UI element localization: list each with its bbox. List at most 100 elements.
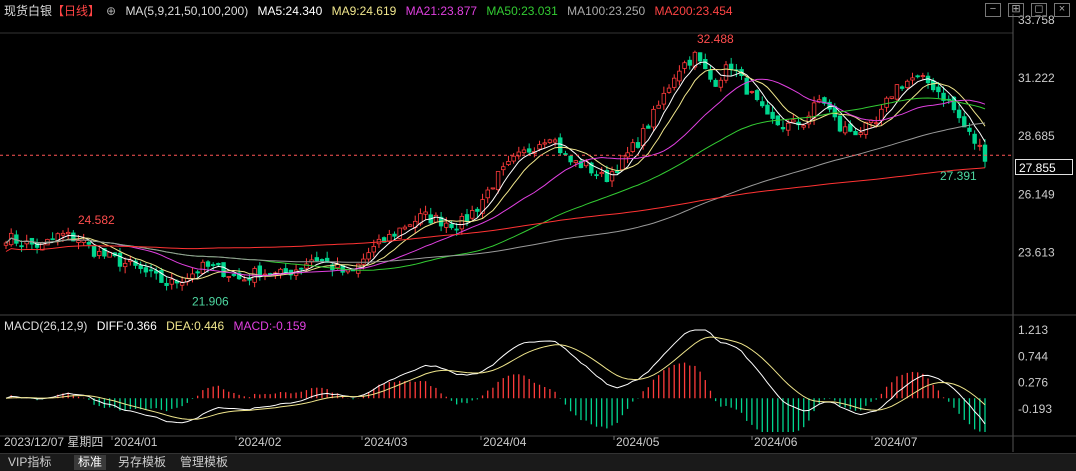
ma100-line bbox=[5, 122, 986, 263]
candle-body bbox=[697, 52, 703, 62]
ma9-value: MA9:24.619 bbox=[331, 4, 397, 18]
restore-icon[interactable]: ◻ bbox=[1031, 3, 1047, 17]
gear-icon[interactable]: ⊕ bbox=[106, 4, 117, 18]
candle-body bbox=[97, 250, 102, 256]
candle-body bbox=[547, 139, 553, 143]
candle-body bbox=[459, 215, 465, 230]
minus-icon[interactable]: − bbox=[985, 3, 1001, 17]
candle-body bbox=[692, 51, 698, 68]
candle-body bbox=[449, 223, 454, 229]
candle-body bbox=[620, 155, 625, 171]
candle-body bbox=[154, 270, 159, 274]
candle-body bbox=[615, 170, 620, 173]
candle-body bbox=[780, 127, 786, 130]
candle-body bbox=[842, 126, 848, 134]
tab-standard[interactable]: 标准 bbox=[74, 455, 107, 470]
macd-tick-0: 1.213 bbox=[1018, 323, 1048, 337]
candle-body bbox=[967, 127, 972, 132]
annotation-low-1: 21.906 bbox=[192, 295, 229, 309]
candle-body bbox=[304, 263, 309, 269]
candle-body bbox=[956, 109, 962, 119]
candle-body bbox=[423, 211, 428, 215]
candle-body bbox=[822, 97, 827, 104]
macd-params: MACD(26,12,9) bbox=[4, 319, 88, 333]
candle-body bbox=[319, 259, 325, 262]
annotation-high-0: 24.582 bbox=[78, 213, 115, 227]
candle-body bbox=[884, 97, 889, 108]
tab-manage-template[interactable]: 管理模板 bbox=[180, 455, 229, 469]
candle-body bbox=[770, 111, 775, 119]
annotation-low-3: 27.391 bbox=[940, 169, 977, 183]
candle-body bbox=[656, 104, 661, 109]
candle-body bbox=[407, 224, 413, 227]
candle-body bbox=[205, 261, 211, 267]
candle-body bbox=[392, 233, 397, 237]
ma50-value: MA50:23.031 bbox=[486, 4, 558, 18]
candle-body bbox=[785, 122, 791, 131]
candle-body bbox=[102, 248, 107, 257]
candle-body bbox=[879, 108, 884, 121]
candle-body bbox=[646, 125, 651, 129]
candle-body bbox=[604, 169, 610, 183]
ma200-line bbox=[5, 167, 986, 252]
candle-body bbox=[242, 279, 247, 282]
candle-body bbox=[299, 267, 304, 270]
candle-body bbox=[221, 262, 226, 278]
candle-body bbox=[589, 162, 594, 174]
candle-body bbox=[210, 264, 216, 266]
candle-body bbox=[19, 245, 24, 248]
candle-body bbox=[791, 119, 796, 123]
candle-body bbox=[905, 80, 910, 88]
candle-body bbox=[226, 276, 231, 278]
candle-body bbox=[159, 269, 164, 283]
candle-body bbox=[563, 153, 568, 155]
diff-value: DIFF:0.366 bbox=[96, 319, 157, 333]
grid-icon[interactable]: ⊞ bbox=[1008, 3, 1024, 17]
candle-body bbox=[858, 132, 863, 135]
candle-body bbox=[231, 273, 237, 276]
candle-body bbox=[200, 261, 206, 274]
candle-body bbox=[34, 243, 40, 248]
x-tick-2: 2024/03 bbox=[364, 435, 408, 449]
candle-body bbox=[754, 90, 760, 100]
candle-body bbox=[195, 271, 200, 274]
close-icon[interactable]: × bbox=[1054, 3, 1070, 17]
candle-body bbox=[71, 232, 76, 242]
ma9-line bbox=[5, 68, 986, 280]
candle-body bbox=[920, 75, 926, 78]
candle-body bbox=[811, 102, 817, 119]
candle-body bbox=[661, 92, 667, 105]
candle-body bbox=[630, 142, 635, 152]
candle-body bbox=[521, 149, 527, 154]
annotation-high-2: 32.488 bbox=[697, 32, 734, 46]
candle-body bbox=[164, 282, 169, 286]
tab-vip-indicators[interactable]: VIP指标 bbox=[8, 455, 52, 469]
candle-body bbox=[915, 75, 920, 78]
candle-body bbox=[485, 189, 490, 199]
candle-body bbox=[599, 172, 604, 175]
candle-body bbox=[578, 160, 584, 169]
candle-body bbox=[718, 79, 724, 88]
macd-tick-1: 0.744 bbox=[1018, 349, 1048, 363]
candle-body bbox=[117, 252, 123, 267]
candle-body bbox=[148, 269, 154, 272]
ma21-value: MA21:23.877 bbox=[405, 4, 478, 18]
candle-body bbox=[397, 227, 402, 239]
candle-body bbox=[894, 84, 900, 100]
tab-save-template[interactable]: 另存模板 bbox=[118, 455, 167, 469]
candle-body bbox=[749, 91, 755, 93]
candle-body bbox=[81, 239, 86, 243]
candle-body bbox=[3, 242, 9, 246]
candle-body bbox=[169, 278, 174, 285]
candle-body bbox=[640, 128, 646, 147]
candle-body bbox=[863, 121, 869, 135]
ma21-line bbox=[5, 78, 986, 276]
price-tick-3: 26.149 bbox=[1018, 187, 1055, 201]
candle-body bbox=[464, 214, 470, 222]
candle-body bbox=[91, 245, 97, 257]
candle-body bbox=[552, 139, 558, 143]
period-label[interactable]: 【日线】 bbox=[52, 4, 101, 18]
candle-body bbox=[433, 214, 439, 223]
candle-body bbox=[76, 240, 81, 243]
